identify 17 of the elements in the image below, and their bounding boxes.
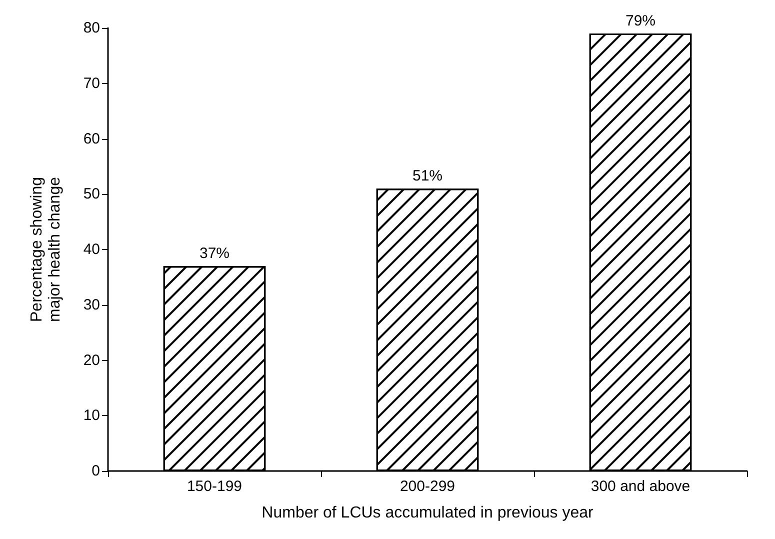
data-label: 37% xyxy=(199,245,230,262)
x-tick-label: 150-199 xyxy=(186,478,242,495)
x-axis-title: Number of LCUs accumulated in previous year xyxy=(262,504,594,522)
data-label: 79% xyxy=(625,12,656,30)
x-tick-label: 300 and above xyxy=(590,478,690,495)
y-tick-label: 70 xyxy=(83,74,100,92)
y-tick-label: 0 xyxy=(92,462,100,480)
y-axis-title: Percentage showing major health change xyxy=(28,176,64,322)
y-tick-label: 30 xyxy=(83,296,100,314)
y-tick-label: 80 xyxy=(83,20,100,36)
y-tick-label: 50 xyxy=(83,186,100,203)
y-tick-label: 60 xyxy=(83,130,100,148)
data-label: 51% xyxy=(412,168,443,185)
x-tick-label: 200-299 xyxy=(400,478,456,495)
y-tick-label: 10 xyxy=(83,407,100,424)
y-tick-label: 20 xyxy=(83,352,100,369)
y-tick-label: 40 xyxy=(83,241,100,258)
